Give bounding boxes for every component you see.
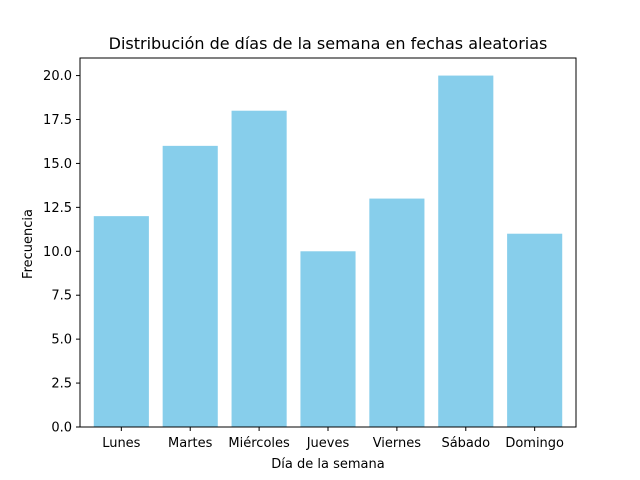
y-tick-label: 5.0 xyxy=(51,333,72,348)
y-axis-ticks: 0.0 2.5 5.0 7.5 10.0 12.5 15.0 17.5 20.0 xyxy=(43,69,80,436)
bar-miércoles xyxy=(231,110,287,427)
x-tick-label: Viernes xyxy=(373,436,422,451)
x-tick-label: Martes xyxy=(168,436,213,451)
bar-jueves xyxy=(300,251,356,427)
bar-domingo xyxy=(507,233,563,427)
x-tick-label: Miércoles xyxy=(228,436,290,451)
y-tick-label: 12.5 xyxy=(43,201,72,216)
x-tick-label: Domingo xyxy=(505,436,564,451)
y-tick-label: 2.5 xyxy=(51,377,72,392)
axes-frame xyxy=(79,57,577,428)
x-axis-ticks: Lunes Martes Miércoles Jueves Viernes Sábado D… xyxy=(102,427,564,451)
y-tick-label: 17.5 xyxy=(43,113,72,128)
x-tick-label: Sábado xyxy=(441,436,490,451)
y-tick-label: 10.0 xyxy=(43,245,72,260)
bar-lunes xyxy=(93,216,149,427)
bars-group xyxy=(93,75,563,428)
bar-sábado xyxy=(438,75,494,428)
y-axis-label: Frecuencia xyxy=(21,209,36,279)
x-axis-label: Día de la semana xyxy=(271,457,384,472)
y-tick-label: 15.0 xyxy=(43,157,72,172)
y-tick-label: 0.0 xyxy=(51,421,72,436)
bar-viernes xyxy=(369,198,425,427)
y-tick-label: 20.0 xyxy=(43,69,72,84)
x-tick-label: Jueves xyxy=(306,436,350,451)
chart-title: Distribución de días de la semana en fec… xyxy=(109,34,548,53)
y-tick-label: 7.5 xyxy=(51,289,72,304)
bar-martes xyxy=(162,145,218,427)
x-tick-label: Lunes xyxy=(102,436,140,451)
